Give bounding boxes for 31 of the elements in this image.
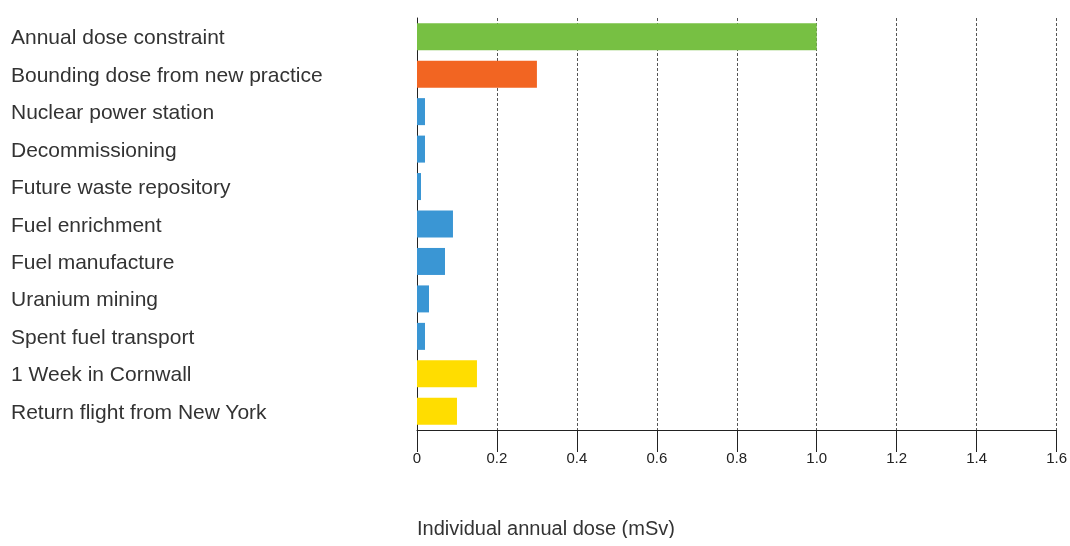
x-tick-label: 1.2	[886, 449, 908, 466]
y-tick-label: Future waste repository	[11, 175, 231, 199]
bar	[417, 173, 421, 201]
x-tick-label: 1.0	[806, 449, 828, 466]
bar	[417, 285, 429, 313]
bar	[417, 360, 477, 388]
x-tick-label: 0.8	[726, 449, 748, 466]
bar	[417, 60, 537, 88]
x-tick-label: 0.4	[566, 449, 588, 466]
y-tick-label: Annual dose constraint	[11, 25, 225, 49]
bar	[417, 397, 457, 425]
x-tick-label: 0.2	[486, 449, 508, 466]
x-tick-label: 1.6	[1046, 449, 1067, 466]
x-tick-label: 1.4	[966, 449, 988, 466]
y-tick-label: Bounding dose from new practice	[11, 62, 323, 86]
y-tick-label: Fuel manufacture	[11, 249, 175, 273]
y-tick-label: 1 Week in Cornwall	[11, 362, 192, 386]
x-tick-label: 0.6	[646, 449, 668, 466]
y-tick-label: Spent fuel transport	[11, 324, 195, 348]
bar	[417, 23, 817, 51]
bar	[417, 135, 425, 163]
bar	[417, 247, 445, 275]
y-tick-label: Fuel enrichment	[11, 212, 162, 236]
y-tick-label: Return flight from New York	[11, 399, 268, 423]
bar	[417, 98, 425, 126]
x-tick-label: 0	[412, 449, 422, 466]
y-tick-label: Uranium mining	[11, 287, 159, 311]
bar	[417, 210, 453, 238]
y-tick-label: Decommissioning	[11, 137, 177, 161]
bar	[417, 322, 425, 350]
y-tick-label: Nuclear power station	[11, 100, 215, 124]
